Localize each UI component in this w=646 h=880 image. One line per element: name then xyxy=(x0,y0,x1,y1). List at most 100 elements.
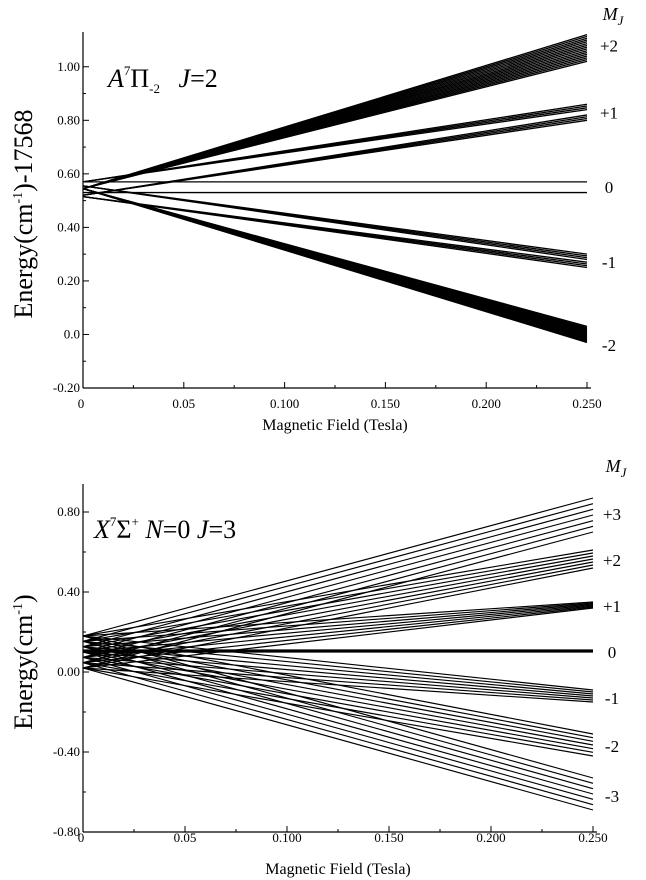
title-letter: A xyxy=(106,64,124,93)
x-axis-label: Magnetic Field (Tesla) xyxy=(265,861,411,878)
mj-label: -1 xyxy=(602,253,616,272)
x-tick-label: 0 xyxy=(78,830,85,845)
mj-header-subscript: J xyxy=(618,13,625,28)
title-superscript: 7 xyxy=(110,514,117,529)
series-line xyxy=(82,514,594,653)
mj-label: +3 xyxy=(603,505,621,524)
series-line xyxy=(82,662,594,701)
series-line xyxy=(82,555,594,648)
y-tick-label: -0.40 xyxy=(53,744,80,759)
chart-title: X7Σ+ N=0 J=3 xyxy=(93,514,236,544)
mj-label: +1 xyxy=(603,597,621,616)
y-tick-label: 0.80 xyxy=(57,504,80,519)
series-line xyxy=(82,195,588,263)
series-group xyxy=(82,34,588,344)
title-symbol: Π xyxy=(130,64,149,93)
chart-title: A7Π-2 J=2 xyxy=(106,63,218,96)
series-line xyxy=(82,640,594,739)
series-line xyxy=(82,656,594,699)
y-tick-label: -0.80 xyxy=(53,824,80,839)
y-label-text: Energy(cm xyxy=(9,615,38,730)
title-n-value: =0 xyxy=(163,515,197,544)
mj-label: +2 xyxy=(600,36,618,55)
series-line xyxy=(82,640,594,784)
y-tick-label: -0.20 xyxy=(53,380,80,395)
y-tick-label: 0.40 xyxy=(57,219,80,234)
title-j-value: =3 xyxy=(208,515,236,544)
y-tick-label: 0.80 xyxy=(57,112,80,127)
series-line xyxy=(82,103,588,183)
x-tick-label: 0.150 xyxy=(374,830,403,845)
series-line xyxy=(82,34,588,190)
series-line xyxy=(82,561,594,658)
series-line xyxy=(82,646,594,695)
series-line xyxy=(82,606,594,664)
title-symbol: Σ xyxy=(116,515,131,544)
series-line xyxy=(82,662,594,806)
series-group xyxy=(82,497,594,811)
title-j: J xyxy=(197,515,210,544)
title-n: N xyxy=(139,515,165,544)
mj-label: -1 xyxy=(605,689,619,708)
chart-a7pi-j2: 0 0.05 0.100 0.150 0.200 0.250 -0.20 0.0 0.20 0.4… xyxy=(9,4,625,434)
series-line xyxy=(82,651,594,795)
mj-label: 0 xyxy=(608,643,617,662)
series-line xyxy=(82,656,594,800)
series-line xyxy=(82,525,594,664)
y-label-text: ) xyxy=(9,594,38,603)
chart-x7sigma-j3: 0 0.05 0.100 0.150 0.200 0.250 -0.80 -0.40 0.00 0… xyxy=(9,456,628,878)
series-line xyxy=(82,656,594,750)
series-line xyxy=(82,651,594,746)
x-tick-label: 0.100 xyxy=(272,830,301,845)
y-tick-label: 1.00 xyxy=(57,59,80,74)
mj-label: +1 xyxy=(600,103,618,122)
mj-header: MJ xyxy=(605,456,628,480)
series-line xyxy=(82,549,594,637)
y-label-exponent: -1 xyxy=(11,603,26,615)
series-line xyxy=(82,497,594,637)
series-line xyxy=(82,635,594,691)
mj-header-letter: M xyxy=(605,456,622,476)
mj-label: -3 xyxy=(605,787,619,806)
series-line xyxy=(82,646,594,742)
x-axis-label: Magnetic Field (Tesla) xyxy=(262,417,408,434)
series-line xyxy=(82,604,594,653)
series-line xyxy=(82,508,594,648)
mj-label: -2 xyxy=(602,336,616,355)
mj-header-subscript: J xyxy=(621,465,628,480)
y-label-text: Energy(cm xyxy=(9,203,38,318)
title-letter: X xyxy=(93,515,111,544)
mj-label: +2 xyxy=(603,551,621,570)
mj-label: -2 xyxy=(605,737,619,756)
series-line xyxy=(82,601,594,637)
series-line xyxy=(82,635,594,735)
series-line xyxy=(82,667,594,811)
x-tick-label: 0.200 xyxy=(476,830,505,845)
title-superscript: + xyxy=(132,514,139,529)
x-tick-label: 0 xyxy=(78,396,85,411)
series-line xyxy=(82,607,594,669)
y-tick-label: 0.40 xyxy=(57,584,80,599)
series-line xyxy=(82,603,594,648)
x-tick-label: 0.05 xyxy=(174,830,197,845)
series-line xyxy=(82,640,594,693)
x-tick-label: 0.250 xyxy=(578,830,607,845)
series-line xyxy=(82,564,594,664)
series-line xyxy=(82,602,594,642)
series-line xyxy=(82,605,594,658)
series-line xyxy=(82,558,594,653)
y-label-text: )-17568 xyxy=(9,109,38,191)
series-line xyxy=(82,503,594,642)
y-tick-label: 0.0 xyxy=(64,326,80,341)
title-j: J xyxy=(172,64,192,93)
mj-header-letter: M xyxy=(602,4,619,24)
series-line xyxy=(82,187,588,328)
title-subscript: -2 xyxy=(149,81,160,96)
title-superscript: 7 xyxy=(124,63,131,78)
series-line xyxy=(82,114,588,196)
x-tick-label: 0.100 xyxy=(270,396,299,411)
x-tick-label: 0.250 xyxy=(572,396,601,411)
title-j-value: =2 xyxy=(190,64,218,93)
y-tick-label: 0.60 xyxy=(57,166,80,181)
